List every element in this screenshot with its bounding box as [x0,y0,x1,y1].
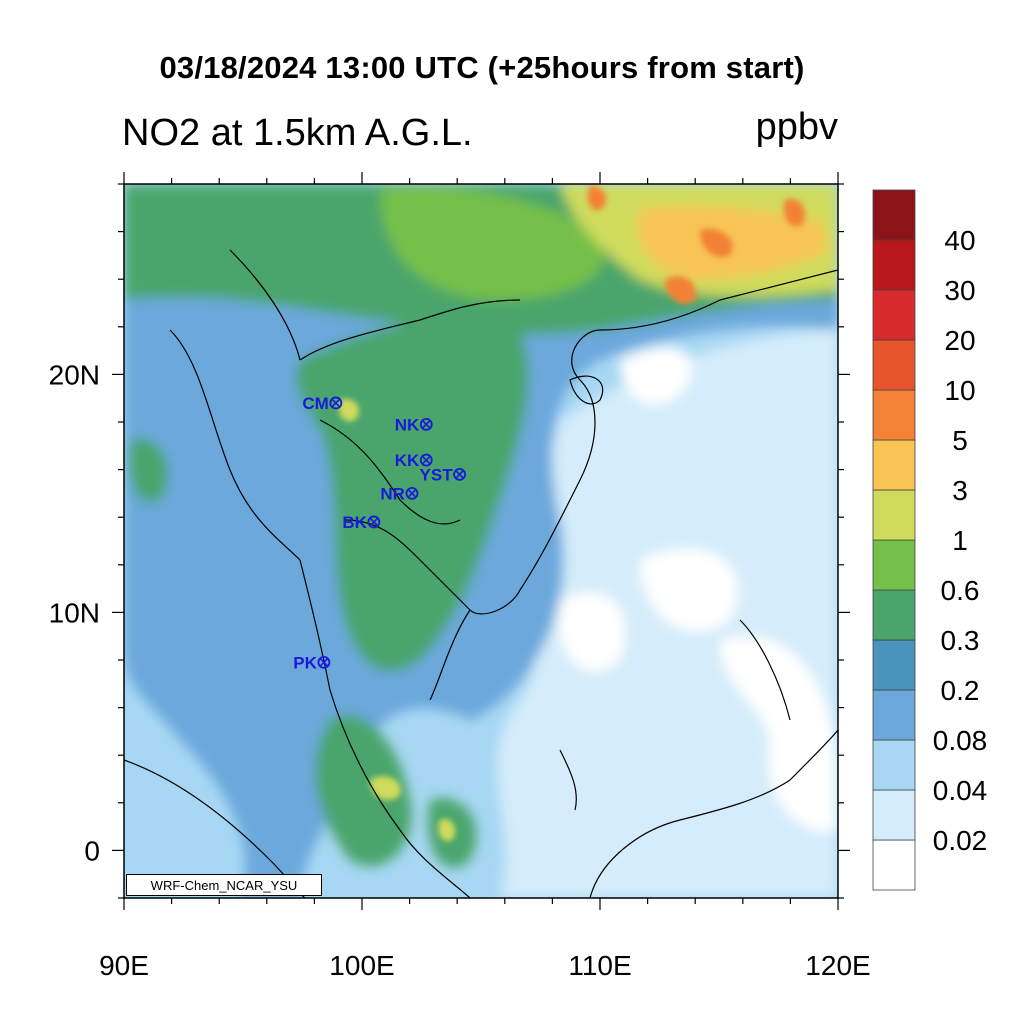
x-tick-label: 90E [99,950,149,981]
colorbar-swatch [872,689,916,741]
colorbar-swatch [872,389,916,441]
colorbar-swatch [872,239,916,291]
station-kk: KK [395,451,433,470]
x-tick-label: 100E [329,950,394,981]
colorbar-label: 0.04 [933,775,988,806]
colorbar-label: 0.08 [933,725,988,756]
no2-field [124,184,838,898]
colorbar-swatch [872,589,916,641]
colorbar-swatch [872,439,916,491]
colorbar-label: 1 [952,525,968,556]
colorbar-label: 30 [944,275,975,306]
station-label: CM [302,394,328,413]
station-label: PK [293,653,317,672]
colorbar-swatch [872,289,916,341]
x-tick-label: 120E [805,950,870,981]
colorbar-swatch [872,789,916,841]
y-tick-label: 0 [84,835,100,866]
axis-tick-labels: 90E 100E 110E 120E 0 10N 20N [49,359,871,981]
station-label: YST [420,465,454,484]
colorbar: 0.02 0.04 0.08 0.2 0.3 0.6 1 3 5 10 20 30 40 [872,189,988,891]
x-tick-label: 110E [568,950,631,981]
colorbar-label: 20 [944,325,975,356]
y-tick-label: 10N [49,597,100,628]
variable-label: NO2 at 1.5km A.G.L. [122,112,473,154]
station-nk: NK [395,415,433,434]
axis-ticks [112,172,850,910]
station-cm: CM [302,394,343,413]
y-tick-label: 20N [49,359,100,390]
map-frame [123,183,839,899]
colorbar-label: 0.2 [941,675,980,706]
station-label: BK [342,513,367,532]
colorbar-label: 10 [944,375,975,406]
colorbar-swatch [872,189,916,241]
colorbar-label: 5 [952,425,968,456]
station-label: KK [395,451,420,470]
colorbar-swatch [872,739,916,791]
station-pk: PK [293,653,331,672]
model-tag: WRF-Chem_NCAR_YSU [126,874,322,896]
coastlines [124,249,838,898]
units-label: ppbv [755,106,838,148]
main-title: 03/18/2024 13:00 UTC (+25hours from star… [159,50,805,85]
station-label: NR [380,484,405,503]
colorbar-swatch [872,539,916,591]
colorbar-swatch [872,639,916,691]
colorbar-swatch [872,339,916,391]
station-yst: YST [420,465,466,484]
station-nr: NR [380,484,419,503]
colorbar-label: 0.3 [941,625,980,656]
colorbar-label: 3 [952,475,968,506]
colorbar-swatch [872,839,916,891]
station-label: NK [395,415,420,434]
colorbar-label: 40 [944,225,975,256]
station-bk: BK [342,513,381,532]
colorbar-label: 0.6 [941,575,980,606]
colorbar-swatch [872,489,916,541]
colorbar-label: 0.02 [933,825,988,856]
